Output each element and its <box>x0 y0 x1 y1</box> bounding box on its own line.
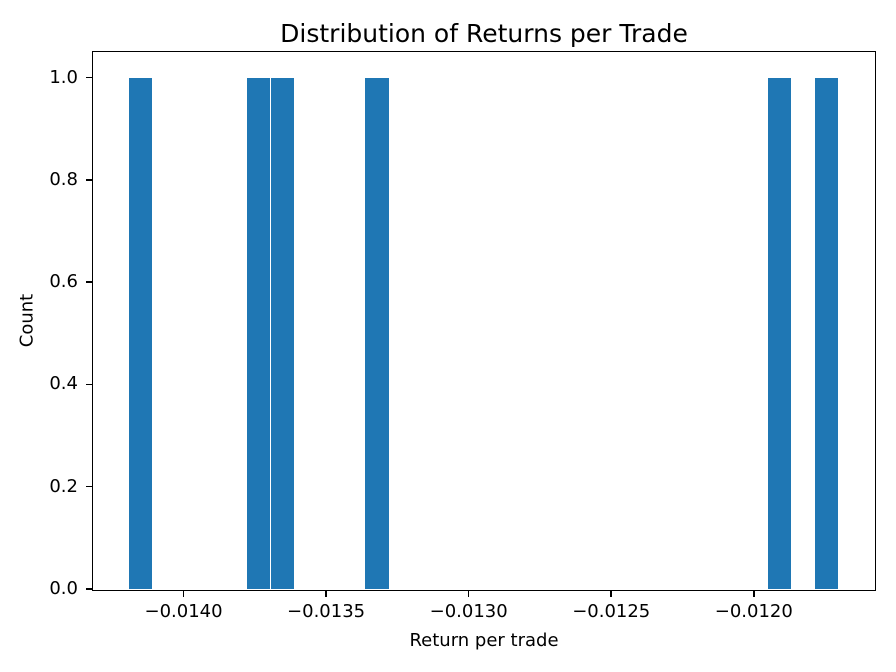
y-tick-mark <box>85 383 92 386</box>
x-tick-label: −0.0125 <box>572 601 651 622</box>
x-tick-mark <box>182 590 185 597</box>
x-tick-mark <box>753 590 755 597</box>
chart-title: Distribution of Returns per Trade <box>280 19 688 48</box>
x-tick-label: −0.0135 <box>287 601 366 622</box>
y-tick-label: 0.0 <box>49 578 78 599</box>
histogram-bar <box>246 77 271 589</box>
x-tick-mark <box>610 590 612 597</box>
y-tick-mark <box>85 76 92 79</box>
x-tick-mark <box>467 590 470 597</box>
histogram-bar <box>128 77 153 589</box>
x-tick-label: −0.0120 <box>714 601 793 622</box>
y-tick-label: 1.0 <box>49 66 78 88</box>
y-tick-label: 0.6 <box>49 271 78 293</box>
histogram-bar <box>270 77 295 589</box>
x-axis-label: Return per trade <box>409 630 559 651</box>
y-tick-label: 0.8 <box>49 168 78 190</box>
y-tick-label: 0.4 <box>49 373 78 395</box>
x-tick-label: −0.0140 <box>144 601 223 622</box>
histogram-bar <box>365 77 389 589</box>
plot-area <box>91 50 876 591</box>
y-tick-mark <box>85 588 92 590</box>
histogram-bar <box>767 77 792 589</box>
x-tick-mark <box>325 590 327 597</box>
x-tick-label: −0.0130 <box>429 601 508 622</box>
y-tick-label: 0.2 <box>49 475 78 497</box>
y-tick-mark <box>85 281 92 283</box>
y-tick-mark <box>85 485 92 488</box>
histogram-bar <box>814 77 839 589</box>
y-tick-mark <box>85 179 92 181</box>
